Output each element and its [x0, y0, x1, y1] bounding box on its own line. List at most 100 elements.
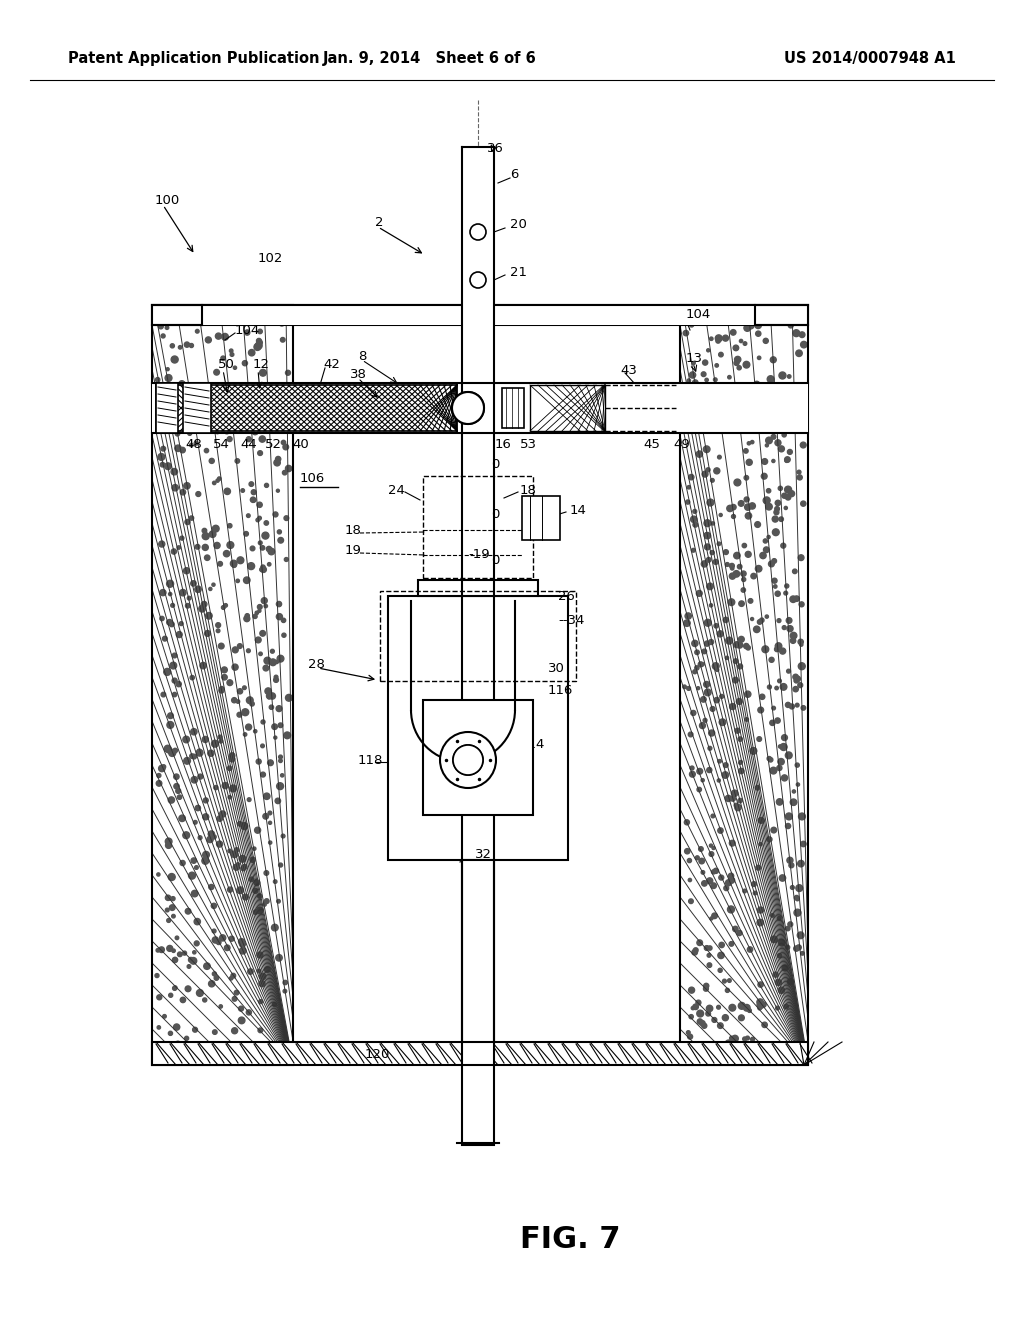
Circle shape [245, 614, 250, 618]
Circle shape [734, 642, 739, 648]
Circle shape [208, 418, 215, 425]
Circle shape [257, 605, 262, 610]
Text: 16: 16 [495, 438, 512, 451]
Circle shape [758, 982, 763, 987]
Circle shape [738, 768, 744, 774]
Circle shape [170, 319, 174, 323]
Circle shape [278, 529, 282, 533]
Circle shape [182, 952, 186, 956]
Circle shape [255, 611, 258, 615]
Circle shape [266, 693, 271, 698]
Circle shape [184, 1036, 188, 1040]
Circle shape [736, 1048, 741, 1052]
Circle shape [169, 896, 171, 900]
Circle shape [185, 986, 190, 991]
Circle shape [276, 602, 282, 607]
Text: 12: 12 [253, 359, 270, 371]
Circle shape [775, 979, 781, 986]
Circle shape [208, 750, 214, 756]
Circle shape [780, 743, 787, 751]
Circle shape [241, 1056, 248, 1063]
Circle shape [798, 932, 804, 939]
Circle shape [760, 618, 764, 623]
Circle shape [716, 1057, 721, 1063]
Circle shape [237, 557, 244, 564]
Text: Patent Application Publication: Patent Application Publication [68, 50, 319, 66]
Circle shape [283, 321, 286, 323]
Circle shape [785, 927, 790, 931]
Circle shape [224, 488, 230, 495]
Circle shape [796, 704, 799, 708]
Circle shape [695, 422, 700, 428]
Circle shape [742, 890, 746, 892]
Circle shape [197, 400, 200, 404]
Circle shape [172, 678, 177, 682]
Circle shape [748, 317, 754, 322]
Circle shape [764, 546, 769, 553]
Circle shape [258, 516, 261, 520]
Circle shape [238, 408, 243, 413]
Text: Jan. 9, 2014   Sheet 6 of 6: Jan. 9, 2014 Sheet 6 of 6 [324, 50, 537, 66]
Circle shape [212, 929, 216, 933]
Circle shape [169, 622, 174, 627]
Text: 100: 100 [155, 194, 180, 206]
Circle shape [166, 306, 173, 313]
Circle shape [229, 785, 237, 792]
Circle shape [253, 888, 258, 894]
Circle shape [190, 676, 195, 680]
Circle shape [259, 652, 262, 656]
Circle shape [279, 759, 283, 763]
Circle shape [247, 697, 253, 704]
Circle shape [778, 446, 784, 451]
Circle shape [691, 548, 695, 552]
Circle shape [231, 562, 237, 568]
Circle shape [240, 948, 246, 954]
Circle shape [258, 450, 262, 455]
Circle shape [733, 927, 738, 932]
Circle shape [167, 722, 174, 729]
Circle shape [791, 632, 797, 639]
Circle shape [775, 507, 779, 511]
Circle shape [797, 475, 802, 480]
Circle shape [716, 408, 721, 413]
Circle shape [158, 454, 165, 461]
Circle shape [745, 1036, 750, 1040]
Bar [462, 147, 494, 1065]
Circle shape [278, 537, 284, 543]
Circle shape [161, 391, 165, 396]
Circle shape [715, 405, 720, 409]
Circle shape [711, 392, 717, 399]
Circle shape [279, 723, 283, 727]
Circle shape [251, 498, 256, 503]
Circle shape [736, 642, 742, 648]
Circle shape [690, 766, 694, 770]
Circle shape [174, 1056, 177, 1059]
Circle shape [774, 510, 779, 515]
Circle shape [733, 405, 738, 411]
Circle shape [744, 504, 751, 511]
Circle shape [164, 746, 171, 752]
Circle shape [268, 821, 271, 825]
Circle shape [696, 451, 702, 457]
Circle shape [185, 520, 190, 524]
Circle shape [209, 587, 212, 590]
Circle shape [203, 737, 208, 742]
Circle shape [779, 372, 786, 379]
Circle shape [728, 599, 735, 606]
Circle shape [692, 362, 695, 364]
Circle shape [758, 1006, 762, 1010]
Circle shape [730, 330, 736, 335]
Circle shape [213, 1030, 217, 1035]
Circle shape [230, 385, 236, 391]
Circle shape [180, 490, 185, 495]
Circle shape [194, 409, 199, 414]
Circle shape [222, 783, 228, 788]
Circle shape [166, 747, 172, 752]
Circle shape [202, 533, 209, 540]
Circle shape [715, 364, 719, 367]
Circle shape [794, 909, 801, 916]
Circle shape [282, 441, 286, 445]
Circle shape [737, 931, 742, 936]
Circle shape [705, 945, 709, 950]
Text: FIG. 7: FIG. 7 [520, 1225, 621, 1254]
